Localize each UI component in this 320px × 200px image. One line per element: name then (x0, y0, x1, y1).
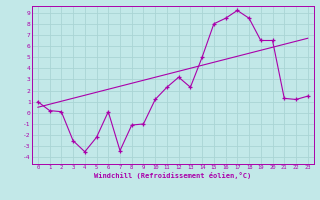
X-axis label: Windchill (Refroidissement éolien,°C): Windchill (Refroidissement éolien,°C) (94, 172, 252, 179)
